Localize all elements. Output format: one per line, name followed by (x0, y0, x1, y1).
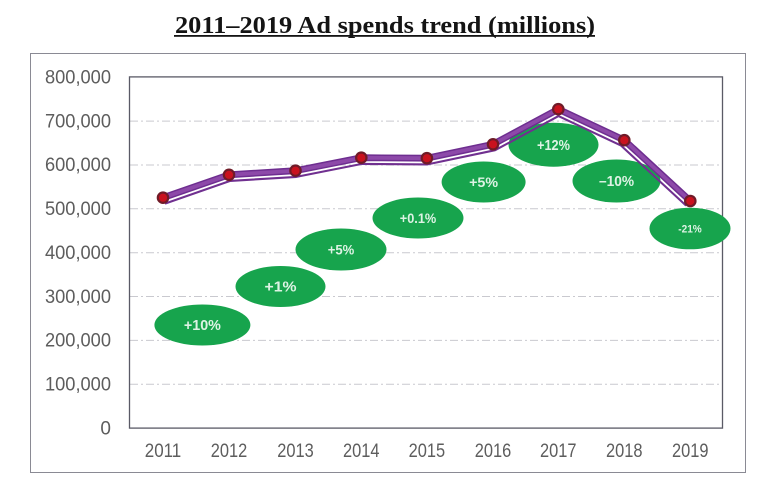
svg-text:2019: 2019 (672, 441, 709, 462)
svg-text:2016: 2016 (475, 441, 512, 462)
svg-text:2012: 2012 (211, 441, 248, 462)
svg-text:+0.1%: +0.1% (400, 210, 437, 226)
svg-text:–10%: –10% (599, 174, 634, 190)
svg-text:2011: 2011 (145, 441, 182, 462)
svg-text:2015: 2015 (409, 441, 446, 462)
svg-text:+1%: +1% (265, 279, 297, 296)
svg-text:2013: 2013 (277, 441, 314, 462)
svg-text:700,000: 700,000 (45, 111, 111, 132)
svg-text:100,000: 100,000 (45, 375, 111, 396)
svg-text:400,000: 400,000 (45, 243, 111, 264)
svg-text:2017: 2017 (540, 441, 577, 462)
svg-text:500,000: 500,000 (45, 199, 111, 220)
svg-text:600,000: 600,000 (45, 155, 111, 176)
svg-text:2018: 2018 (606, 441, 643, 462)
svg-text:800,000: 800,000 (45, 67, 111, 88)
svg-text:-21%: -21% (678, 224, 702, 236)
svg-text:200,000: 200,000 (45, 331, 111, 352)
svg-text:300,000: 300,000 (45, 287, 111, 308)
svg-text:0: 0 (100, 418, 111, 439)
svg-text:+12%: +12% (537, 137, 570, 154)
svg-text:2014: 2014 (343, 441, 380, 462)
svg-text:2011–2019 Ad spends trend (mil: 2011–2019 Ad spends trend (millions) (175, 13, 595, 39)
svg-text:+5%: +5% (469, 174, 499, 190)
svg-text:+5%: +5% (328, 241, 355, 257)
svg-text:+10%: +10% (184, 317, 221, 334)
